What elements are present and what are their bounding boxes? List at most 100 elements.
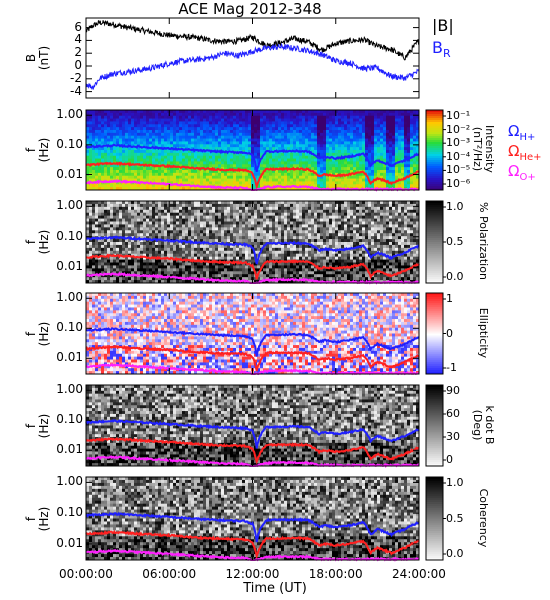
spectrogram-cell: [221, 248, 224, 251]
spectrogram-cell: [224, 236, 227, 239]
spectrogram-cell: [350, 161, 353, 164]
spectrogram-cell: [122, 242, 125, 245]
spectrogram-cell: [143, 233, 146, 236]
spectrogram-cell: [170, 133, 173, 136]
spectrogram-cell: [350, 176, 353, 179]
spectrogram-cell: [176, 245, 179, 248]
spectrogram-cell: [137, 224, 140, 227]
spectrogram-cell: [113, 116, 116, 119]
spectrogram-cell: [152, 251, 155, 254]
spectrogram-cell: [134, 119, 137, 122]
spectrogram-cell: [107, 204, 110, 207]
spectrogram-cell: [197, 119, 200, 122]
spectrogram-cell: [89, 277, 92, 280]
spectrogram-cell: [260, 204, 263, 207]
spectrogram-cell: [350, 144, 353, 147]
spectrogram-cell: [191, 251, 194, 254]
spectrogram-cell: [284, 153, 287, 156]
spectrogram-cell: [128, 167, 131, 170]
spectrogram-cell: [176, 251, 179, 254]
spectrogram-cell: [248, 271, 251, 274]
spectrogram-cell: [206, 133, 209, 136]
spectrogram-cell: [185, 227, 188, 230]
spectrogram-cell: [263, 230, 266, 233]
spectrogram-cell: [338, 127, 341, 130]
spectrogram-cell: [371, 116, 374, 119]
spectrogram-cell: [278, 179, 281, 182]
spectrogram-cell: [188, 230, 191, 233]
spectrogram-cell: [101, 277, 104, 280]
spectrogram-cell: [413, 164, 416, 167]
spectrogram-cell: [248, 254, 251, 257]
spectrogram-cell: [116, 116, 119, 119]
spectrogram-cell: [212, 116, 215, 119]
spectrogram-cell: [308, 144, 311, 147]
spectrogram-cell: [263, 181, 266, 184]
spectrogram-cell: [149, 176, 152, 179]
spectrogram-cell: [200, 141, 203, 144]
spectrogram-cell: [323, 136, 326, 139]
spectrogram-cell: [236, 159, 239, 162]
spectrogram-cell: [269, 130, 272, 133]
spectrogram-cell: [272, 236, 275, 239]
spectrogram-cell: [185, 236, 188, 239]
spectrogram-cell: [149, 167, 152, 170]
spectrogram-cell: [185, 248, 188, 251]
spectrogram-cell: [191, 245, 194, 248]
spectrogram-cell: [167, 222, 170, 225]
spectrogram-cell: [185, 268, 188, 271]
spectrogram-cell: [383, 124, 386, 127]
spectrogram-cell: [104, 127, 107, 130]
spectrogram-cell: [197, 121, 200, 124]
spectrogram-cell: [332, 150, 335, 153]
spectrogram-cell: [245, 136, 248, 139]
spectrogram-cell: [89, 141, 92, 144]
spectrogram-cell: [122, 170, 125, 173]
spectrogram-cell: [107, 164, 110, 167]
spectrogram-cell: [407, 150, 410, 153]
spectrogram-cell: [173, 170, 176, 173]
spectrogram-cell: [149, 170, 152, 173]
spectrogram-cell: [314, 124, 317, 127]
spectrogram-cell: [188, 130, 191, 133]
spectrogram-cell: [161, 233, 164, 236]
spectrogram-cell: [233, 176, 236, 179]
spectrogram-cell: [350, 133, 353, 136]
spectrogram-cell: [356, 119, 359, 122]
spectrogram-cell: [236, 161, 239, 164]
spectrogram-cell: [158, 179, 161, 182]
spectrogram-cell: [158, 133, 161, 136]
spectrogram-cell: [395, 133, 398, 136]
spectrogram-cell: [164, 116, 167, 119]
spectrogram-cell: [185, 230, 188, 233]
spectrogram-cell: [98, 204, 101, 207]
spectrogram-cell: [92, 127, 95, 130]
spectrogram-cell: [122, 251, 125, 254]
spectrogram-cell: [407, 161, 410, 164]
spectrogram-cell: [239, 248, 242, 251]
spectrogram-cell: [404, 116, 407, 119]
spectrogram-cell: [287, 156, 290, 159]
spectrogram-cell: [152, 277, 155, 280]
spectrogram-cell: [122, 139, 125, 142]
spectrogram-cell: [149, 233, 152, 236]
spectrogram-cell: [389, 147, 392, 150]
spectrogram-cell: [410, 164, 413, 167]
spectrogram-cell: [128, 141, 131, 144]
spectrogram-cell: [299, 159, 302, 162]
spectrogram-cell: [110, 248, 113, 251]
spectrogram-cell: [314, 159, 317, 162]
spectrogram-cell: [239, 268, 242, 271]
spectrogram-cell: [254, 204, 257, 207]
spectrogram-cell: [185, 254, 188, 257]
spectrogram-cell: [203, 156, 206, 159]
spectrogram-cell: [317, 133, 320, 136]
spectrogram-cell: [86, 133, 89, 136]
spectrogram-cell: [161, 216, 164, 219]
spectrogram-cell: [110, 204, 113, 207]
spectrogram-cell: [248, 147, 251, 150]
spectrogram-cell: [146, 233, 149, 236]
spectrogram-cell: [359, 184, 362, 187]
spectrogram-cell: [140, 230, 143, 233]
spectrogram-cell: [194, 236, 197, 239]
